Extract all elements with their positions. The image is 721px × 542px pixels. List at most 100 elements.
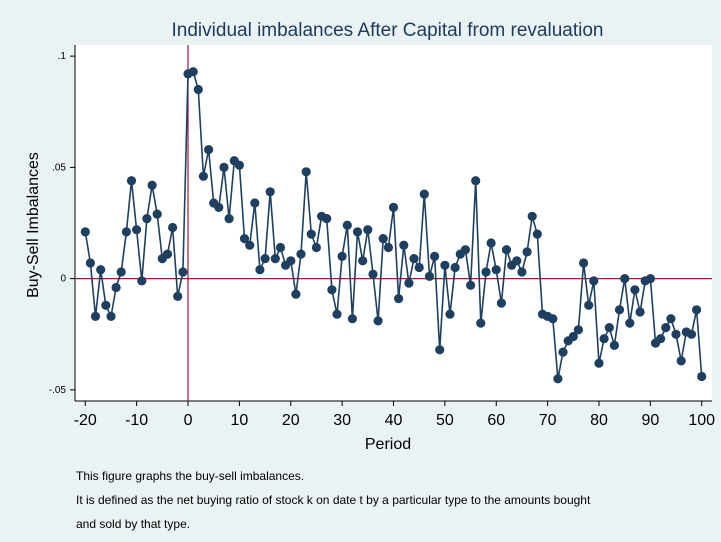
data-point: [486, 238, 496, 248]
chart-canvas: -.050.05.1 -20 -10 0 10 20 30 40 50 60 70 80 90 100 …: [25, 45, 715, 453]
data-point: [85, 258, 95, 268]
data-point: [388, 202, 399, 212]
figure-note: This figure graphs the buy-sell imbalanc…: [76, 458, 721, 542]
data-point: [594, 358, 604, 368]
data-point: [614, 305, 625, 315]
data-point: [347, 314, 357, 324]
data-point: [399, 240, 409, 250]
data-point: [501, 245, 512, 255]
data-point: [476, 318, 486, 328]
data-point: [224, 214, 234, 224]
x-tick-label: 60: [487, 412, 505, 429]
x-tick-label: 40: [385, 412, 403, 429]
y-tick-label: 0: [60, 274, 66, 285]
data-point: [661, 323, 671, 333]
data-point: [630, 285, 640, 295]
data-point: [178, 267, 188, 277]
data-point: [111, 282, 121, 293]
x-tick-label: 100: [688, 412, 715, 429]
data-point: [424, 271, 435, 281]
y-tick-label: -.05: [49, 385, 67, 396]
data-point: [204, 145, 214, 155]
data-point: [692, 305, 702, 315]
data-point: [548, 314, 558, 324]
data-point: [147, 180, 157, 190]
data-point: [430, 251, 440, 261]
data-point: [239, 234, 250, 244]
data-point: [275, 242, 286, 253]
y-tick-label: .1: [58, 51, 67, 62]
data-point: [306, 229, 316, 239]
data-point: [522, 247, 532, 257]
data-point: [126, 176, 137, 186]
x-tick-label: 30: [333, 412, 351, 429]
data-point: [496, 298, 506, 308]
data-point: [414, 262, 424, 273]
data-point: [625, 318, 635, 328]
data-point: [450, 262, 460, 273]
data-point: [635, 307, 645, 317]
data-point: [311, 242, 321, 253]
data-point: [80, 227, 90, 237]
data-point: [291, 289, 301, 299]
data-point: [471, 176, 481, 186]
data-point: [265, 187, 275, 197]
data-point: [517, 267, 527, 277]
data-point: [697, 371, 707, 382]
data-point: [90, 311, 101, 321]
data-point: [137, 276, 147, 286]
data-point: [168, 222, 178, 233]
data-point: [409, 254, 419, 264]
data-point: [579, 258, 589, 268]
data-point: [106, 311, 116, 321]
data-point: [260, 254, 270, 264]
data-point: [445, 309, 455, 319]
x-tick-label: 90: [641, 412, 659, 429]
data-point: [666, 314, 676, 324]
note-line: This figure graphs the buy-sell imbalanc…: [76, 469, 305, 483]
data-point: [368, 269, 378, 279]
data-point: [255, 265, 265, 275]
x-tick-label: 50: [436, 412, 454, 429]
data-point: [686, 329, 697, 339]
data-point: [604, 323, 614, 333]
data-point: [394, 294, 404, 304]
data-point: [481, 267, 491, 277]
data-point: [96, 265, 106, 275]
data-point: [584, 300, 594, 310]
data-point: [173, 291, 183, 301]
data-point: [620, 274, 630, 284]
x-tick-label: -10: [125, 412, 148, 429]
x-tick-label: 10: [230, 412, 248, 429]
data-point: [435, 345, 445, 355]
data-point: [553, 374, 563, 384]
data-point: [512, 256, 522, 266]
data-point: [656, 334, 666, 344]
data-point: [599, 334, 609, 344]
y-axis-label: Buy-Sell Imbalances: [25, 152, 42, 298]
data-point: [676, 356, 686, 366]
data-point: [404, 278, 414, 288]
data-point: [152, 209, 162, 219]
note-line: and sold by that type.: [76, 517, 191, 531]
series-points: [80, 67, 707, 384]
data-point: [121, 227, 131, 237]
data-point: [214, 202, 224, 212]
data-point: [440, 260, 450, 270]
data-point: [358, 256, 368, 266]
data-point: [188, 67, 198, 77]
x-tick-label: 20: [282, 412, 300, 429]
data-point: [198, 171, 208, 181]
data-point: [378, 234, 388, 244]
x-tick-label: -20: [74, 412, 97, 429]
data-point: [116, 267, 126, 277]
data-point: [466, 280, 476, 290]
data-point: [327, 285, 337, 295]
x-tick-label: 70: [539, 412, 557, 429]
data-point: [568, 331, 578, 342]
data-point: [162, 249, 173, 259]
y-ticks: -.05 0 .05 .1: [49, 51, 75, 396]
data-point: [286, 256, 296, 266]
data-point: [193, 84, 203, 95]
data-point: [332, 309, 342, 319]
